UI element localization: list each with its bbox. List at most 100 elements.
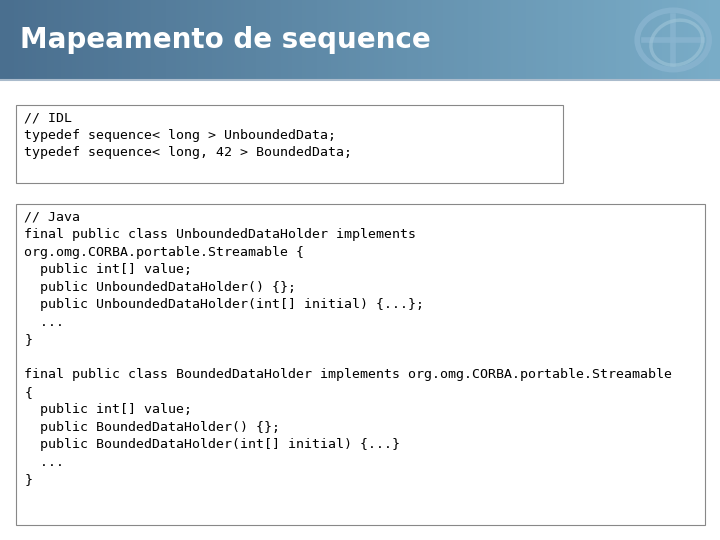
Bar — [151, 0, 155, 80]
Bar — [241, 0, 245, 80]
Bar — [32, 0, 36, 80]
Bar — [86, 0, 90, 80]
Bar — [385, 0, 389, 80]
Text: // Java
final public class UnboundedDataHolder implements
org.omg.CORBA.portable: // Java final public class UnboundedData… — [24, 211, 672, 486]
Bar — [166, 0, 169, 80]
Bar — [270, 0, 274, 80]
Bar — [457, 0, 461, 80]
Bar — [58, 0, 61, 80]
Bar — [331, 0, 335, 80]
Bar — [158, 0, 162, 80]
Bar — [4, 0, 7, 80]
Bar — [598, 0, 601, 80]
Bar — [115, 0, 119, 80]
Bar — [40, 0, 43, 80]
Bar — [432, 0, 436, 80]
Bar — [684, 0, 688, 80]
Bar — [526, 0, 529, 80]
Bar — [36, 0, 40, 80]
Bar — [356, 0, 360, 80]
Bar — [263, 0, 266, 80]
Bar — [425, 0, 428, 80]
Bar — [587, 0, 590, 80]
Bar — [310, 0, 313, 80]
Bar — [659, 0, 662, 80]
Bar — [461, 0, 464, 80]
Bar — [180, 0, 184, 80]
Bar — [112, 0, 115, 80]
Bar — [7, 0, 11, 80]
Bar — [198, 0, 202, 80]
Bar — [223, 0, 227, 80]
Bar — [306, 0, 310, 80]
Bar — [554, 0, 558, 80]
Bar — [324, 0, 328, 80]
Bar — [148, 0, 151, 80]
Bar — [551, 0, 554, 80]
Bar — [79, 0, 83, 80]
Bar — [418, 0, 421, 80]
Bar — [515, 0, 518, 80]
Bar — [72, 0, 76, 80]
Bar — [274, 0, 277, 80]
Bar — [25, 0, 29, 80]
Bar — [155, 0, 158, 80]
Bar — [410, 0, 414, 80]
Bar — [655, 0, 659, 80]
Bar — [266, 0, 270, 80]
Bar — [450, 0, 454, 80]
Bar — [619, 0, 623, 80]
Bar — [202, 0, 205, 80]
Bar — [482, 0, 486, 80]
Bar — [295, 0, 299, 80]
Bar — [590, 0, 594, 80]
Bar — [630, 0, 634, 80]
Bar — [652, 0, 655, 80]
Bar — [529, 0, 533, 80]
Bar — [691, 0, 695, 80]
Bar — [238, 0, 241, 80]
Bar — [122, 0, 126, 80]
Bar — [500, 0, 504, 80]
Bar — [209, 0, 212, 80]
Bar — [284, 0, 288, 80]
Bar — [547, 0, 551, 80]
Bar — [68, 0, 72, 80]
Bar — [108, 0, 112, 80]
Bar — [11, 0, 14, 80]
Bar — [338, 0, 342, 80]
Text: Mapeamento de sequence: Mapeamento de sequence — [20, 26, 431, 54]
Bar — [16, 105, 563, 183]
Bar — [382, 0, 385, 80]
Bar — [184, 0, 187, 80]
Bar — [583, 0, 587, 80]
Bar — [637, 0, 641, 80]
Bar — [716, 0, 720, 80]
Bar — [565, 0, 569, 80]
Bar — [468, 0, 472, 80]
Bar — [83, 0, 86, 80]
Bar — [428, 0, 432, 80]
Bar — [626, 0, 630, 80]
Bar — [508, 0, 511, 80]
Bar — [695, 0, 698, 80]
Bar — [544, 0, 547, 80]
Bar — [47, 0, 50, 80]
Bar — [65, 0, 68, 80]
Bar — [234, 0, 238, 80]
Bar — [191, 0, 194, 80]
Bar — [101, 0, 104, 80]
Bar — [644, 0, 648, 80]
Bar — [162, 0, 166, 80]
Bar — [367, 0, 371, 80]
Bar — [194, 0, 198, 80]
Bar — [407, 0, 410, 80]
Bar — [364, 0, 367, 80]
Bar — [0, 0, 4, 80]
Bar — [594, 0, 598, 80]
Bar — [616, 0, 619, 80]
Bar — [702, 0, 706, 80]
Bar — [576, 0, 580, 80]
Bar — [187, 0, 191, 80]
Bar — [230, 0, 234, 80]
